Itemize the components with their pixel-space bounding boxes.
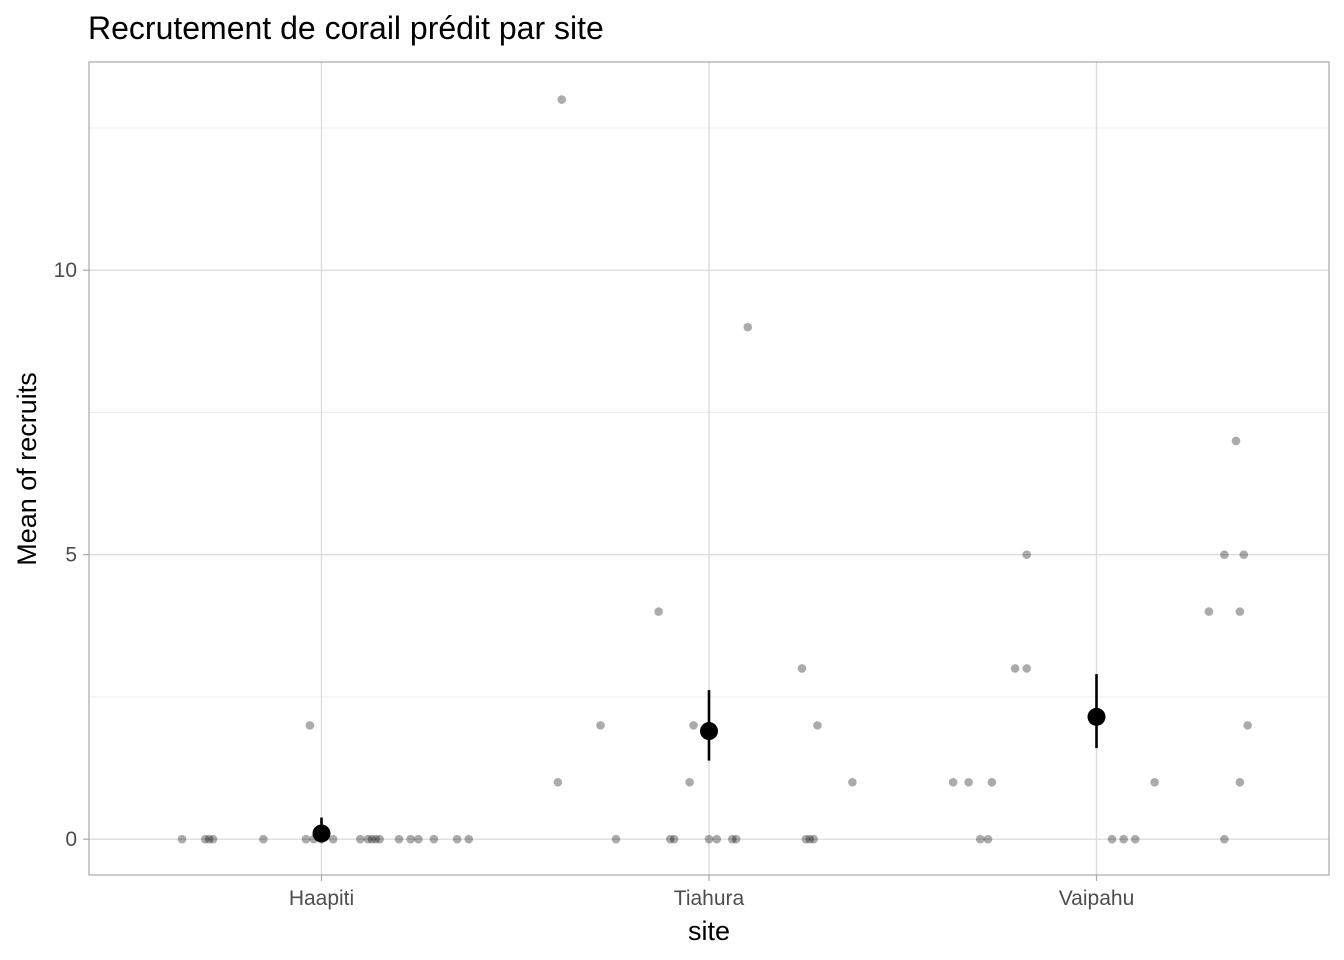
raw-point [1235, 777, 1245, 787]
raw-point [987, 777, 997, 787]
y-tick-label: 10 [54, 259, 77, 282]
raw-point [948, 777, 958, 787]
raw-point [1204, 607, 1214, 616]
y-tick-label: 5 [65, 544, 77, 567]
raw-point [727, 834, 737, 844]
raw-point [464, 834, 474, 844]
raw-point [848, 777, 857, 787]
raw-points [177, 95, 1252, 844]
raw-point [429, 834, 439, 844]
raw-point [371, 834, 381, 844]
x-tick-label: Tiahura [674, 887, 745, 910]
raw-point [685, 777, 694, 787]
raw-point [669, 834, 679, 844]
raw-point [355, 834, 365, 844]
axes: 0 5 10 Haapiti Tiahura Vaipahu [54, 259, 1135, 910]
raw-point [553, 777, 563, 787]
raw-point [208, 834, 218, 844]
raw-point [1243, 721, 1252, 730]
raw-point [394, 834, 404, 844]
raw-point [414, 834, 423, 844]
raw-point [689, 721, 698, 730]
estimate-point [1087, 707, 1106, 726]
raw-point [557, 95, 567, 104]
x-axis-title: site [688, 916, 730, 946]
raw-point [328, 834, 338, 844]
raw-point [305, 721, 315, 730]
raw-point [983, 834, 993, 844]
raw-point [301, 834, 311, 844]
raw-point [200, 834, 210, 844]
raw-point [731, 834, 741, 844]
estimates [312, 674, 1106, 843]
raw-point [1220, 834, 1229, 844]
raw-point [665, 834, 675, 844]
raw-point [964, 777, 973, 787]
raw-point [975, 834, 985, 844]
raw-point [367, 834, 377, 844]
raw-point [375, 834, 384, 844]
raw-point [596, 721, 605, 730]
raw-point [1119, 834, 1128, 844]
x-tick-label: Vaipahu [1059, 887, 1135, 910]
raw-point [363, 834, 373, 844]
raw-point [611, 834, 621, 844]
raw-point [452, 834, 462, 844]
raw-point [1150, 777, 1159, 787]
raw-point [406, 834, 415, 844]
raw-point [204, 834, 214, 844]
raw-point [813, 721, 822, 730]
raw-point [1231, 436, 1241, 446]
raw-point [654, 607, 663, 616]
raw-point [1107, 834, 1117, 844]
estimate-point [700, 722, 718, 741]
x-tick-label: Haapiti [289, 887, 354, 910]
raw-point [1130, 834, 1140, 844]
raw-point [797, 664, 807, 673]
raw-point [801, 834, 811, 844]
raw-point [1022, 550, 1032, 559]
y-tick-label: 0 [65, 828, 77, 851]
raw-point [743, 322, 753, 332]
raw-point [177, 834, 187, 844]
raw-point [1235, 607, 1245, 616]
raw-point [1010, 664, 1020, 673]
estimate-point [312, 824, 331, 843]
raw-point [1220, 550, 1229, 559]
chart-title: Recrutement de corail prédit par site [88, 10, 604, 46]
y-axis-title: Mean of recruits [12, 372, 42, 566]
raw-point [1022, 664, 1032, 673]
raw-point [1239, 550, 1249, 559]
raw-point [712, 834, 722, 844]
raw-point [259, 834, 268, 844]
raw-point [704, 834, 714, 844]
raw-point [809, 834, 818, 844]
raw-point [805, 834, 815, 844]
